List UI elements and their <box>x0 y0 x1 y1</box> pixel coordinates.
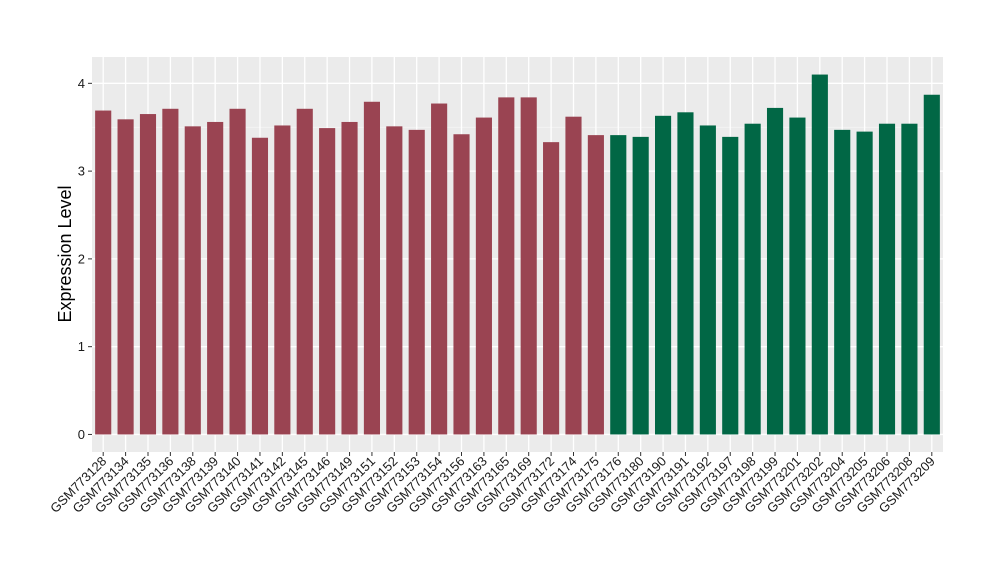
bar <box>341 121 358 435</box>
y-axis-title: Expression Level <box>55 185 75 322</box>
bar <box>878 123 896 435</box>
bar <box>722 136 739 435</box>
bar <box>856 131 873 435</box>
y-tick-label: 1 <box>78 339 85 354</box>
bar <box>431 103 448 435</box>
bar <box>766 107 784 435</box>
y-tick-label: 3 <box>78 164 85 179</box>
bar <box>453 134 470 435</box>
bar <box>95 110 112 435</box>
bar <box>655 115 672 435</box>
bar <box>677 112 694 435</box>
bar <box>498 97 515 435</box>
bar <box>363 101 380 435</box>
bar <box>475 117 492 435</box>
y-tick-label: 4 <box>78 76 85 91</box>
bar <box>565 116 582 435</box>
bar <box>408 129 425 435</box>
bar <box>386 126 403 435</box>
bar <box>184 126 201 435</box>
bar <box>229 108 246 435</box>
bar <box>319 128 336 435</box>
bar <box>543 142 560 435</box>
bar <box>117 119 134 435</box>
bar <box>699 125 716 435</box>
y-tick-label: 2 <box>78 251 85 266</box>
bar <box>587 135 604 435</box>
bar <box>923 94 940 435</box>
bar <box>811 74 828 435</box>
bar <box>274 125 291 435</box>
bar <box>162 108 179 435</box>
bar <box>296 108 313 435</box>
y-axis: 0 1 2 3 4 <box>78 76 92 442</box>
bar <box>744 123 761 435</box>
bars <box>95 74 940 435</box>
bar <box>251 137 269 435</box>
bar <box>632 136 649 435</box>
bar <box>789 117 806 435</box>
bar <box>139 114 157 435</box>
bar <box>610 135 627 435</box>
bar <box>901 123 918 435</box>
bar <box>520 97 537 435</box>
bar <box>834 129 851 435</box>
y-tick-label: 0 <box>78 427 85 442</box>
bar <box>207 121 224 435</box>
x-axis: GSM773128GSM773134GSM773135GSM773136GSM7… <box>47 452 938 516</box>
